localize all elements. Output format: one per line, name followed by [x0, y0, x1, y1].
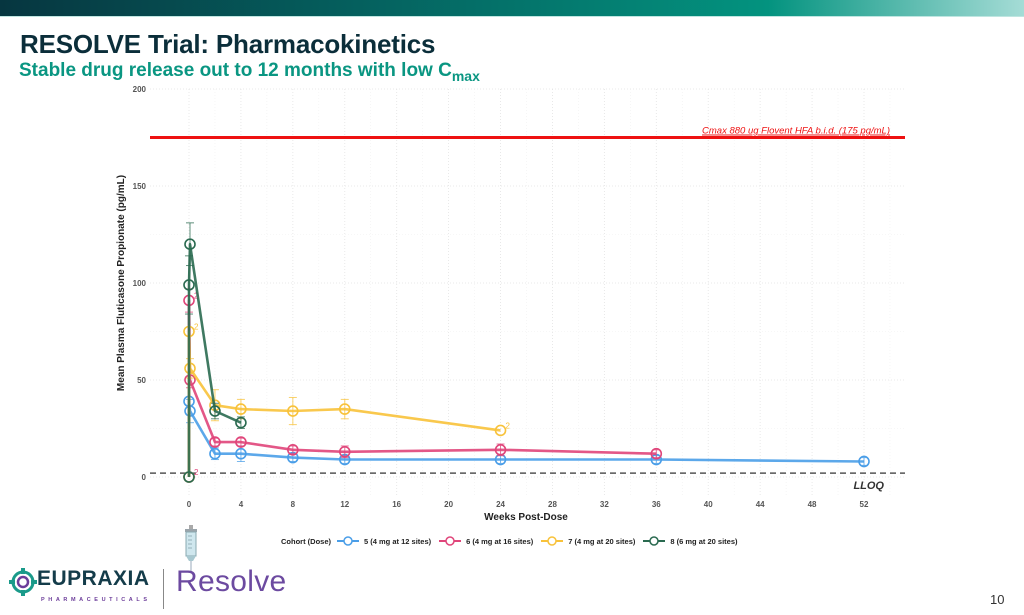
- x-tick-label: 0: [187, 500, 192, 509]
- legend-key: [439, 536, 462, 546]
- legend-title: Cohort (Dose): [281, 536, 331, 546]
- page-title: RESOLVE Trial: Pharmacokinetics: [20, 29, 436, 59]
- y-tick-label: 0: [142, 473, 147, 482]
- legend-key: [541, 536, 564, 546]
- syringe-icon: [185, 525, 197, 571]
- y-tick-label: 200: [133, 85, 147, 94]
- data-point: [858, 455, 870, 468]
- data-point: [183, 279, 195, 291]
- data-point-note: 2: [194, 323, 199, 332]
- y-axis-label: Mean Plasma Fluticasone Propionate (pg/m…: [116, 175, 127, 391]
- x-tick-label: 12: [340, 500, 349, 509]
- chart-grid: [150, 88, 905, 495]
- subtitle-subscript: max: [451, 68, 480, 84]
- page-subtitle: Stable drug release out to 12 months wit…: [19, 60, 480, 84]
- data-point: [338, 445, 351, 458]
- x-tick-label: 24: [496, 500, 505, 509]
- reference-lines: Cmax 880 ug Flovent HFA b.i.d. (175 pg/m…: [150, 126, 905, 492]
- x-tick-label: 40: [704, 500, 713, 509]
- data-point: [287, 444, 299, 456]
- header-gradient-bar: [0, 0, 1024, 16]
- legend-label: 8 (6 mg at 20 sites): [670, 536, 738, 546]
- company-logo-text: EUPRAXIA: [37, 567, 150, 590]
- data-point: [235, 403, 247, 415]
- legend-key: [643, 536, 666, 546]
- reference-label-cmax-flovent: Cmax 880 ug Flovent HFA b.i.d. (175 pg/m…: [702, 126, 890, 137]
- data-point: [184, 238, 196, 250]
- data-point: [183, 471, 195, 483]
- y-tick-label: 50: [137, 376, 146, 385]
- data-point-note: 2: [506, 421, 511, 430]
- logo-divider: [163, 569, 164, 609]
- reference-label-lloq: LLOQ: [853, 480, 884, 492]
- legend-label: 6 (4 mg at 16 sites): [466, 536, 534, 546]
- y-tick-label: 100: [133, 279, 147, 288]
- legend-label: 5 (4 mg at 12 sites): [364, 536, 432, 546]
- x-tick-label: 32: [600, 500, 609, 509]
- data-point: [235, 436, 247, 448]
- header-divider: [0, 16, 1024, 17]
- x-axis-label: Weeks Post-Dose: [484, 512, 568, 523]
- logo-area: EUPRAXIA PHARMACEUTICALS Resolve: [0, 525, 320, 615]
- data-point: [287, 405, 299, 417]
- x-tick-label: 16: [392, 500, 401, 509]
- data-point: [494, 424, 507, 437]
- data-point-note: 2: [194, 468, 199, 477]
- x-tick-label: 36: [652, 500, 661, 509]
- chart-legend: Cohort (Dose) 5 (4 mg at 12 sites) 6 (4 m…: [281, 536, 742, 546]
- x-tick-label: 4: [239, 500, 244, 509]
- data-point: [235, 447, 247, 460]
- legend-item-4: 8 (6 mg at 20 sites): [643, 536, 738, 546]
- legend-item-1: 5 (4 mg at 12 sites): [337, 536, 431, 546]
- data-point: [338, 403, 351, 415]
- data-point: [209, 447, 221, 460]
- legend-item-2: 6 (4 mg at 16 sites): [439, 536, 533, 546]
- x-tick-label: 8: [291, 500, 296, 509]
- x-tick-label: 48: [808, 500, 817, 509]
- data-point: [209, 405, 221, 417]
- y-tick-label: 150: [133, 182, 147, 191]
- legend-item-3: 7 (4 mg at 20 sites): [541, 536, 635, 546]
- data-point: [650, 447, 663, 460]
- x-tick-label: 28: [548, 500, 557, 509]
- data-point: [235, 416, 247, 429]
- legend-key: [337, 536, 359, 546]
- series-1: [183, 395, 870, 483]
- subtitle-text: Stable drug release out to 12 months wit…: [19, 60, 452, 81]
- data-point: [209, 436, 221, 448]
- data-point: [494, 444, 507, 456]
- legend-label: 7 (4 mg at 20 sites): [568, 536, 636, 546]
- company-logo-subtext: PHARMACEUTICALS: [41, 597, 151, 603]
- x-tick-label: 52: [860, 500, 869, 509]
- product-logo-text: Resolve: [176, 565, 287, 598]
- x-tick-label: 44: [756, 500, 765, 509]
- page-number: 10: [990, 592, 1005, 607]
- x-tick-label: 20: [444, 500, 453, 509]
- series-4: [183, 222, 247, 483]
- eupraxia-logo-icon: [9, 568, 37, 596]
- series-line: [187, 400, 865, 477]
